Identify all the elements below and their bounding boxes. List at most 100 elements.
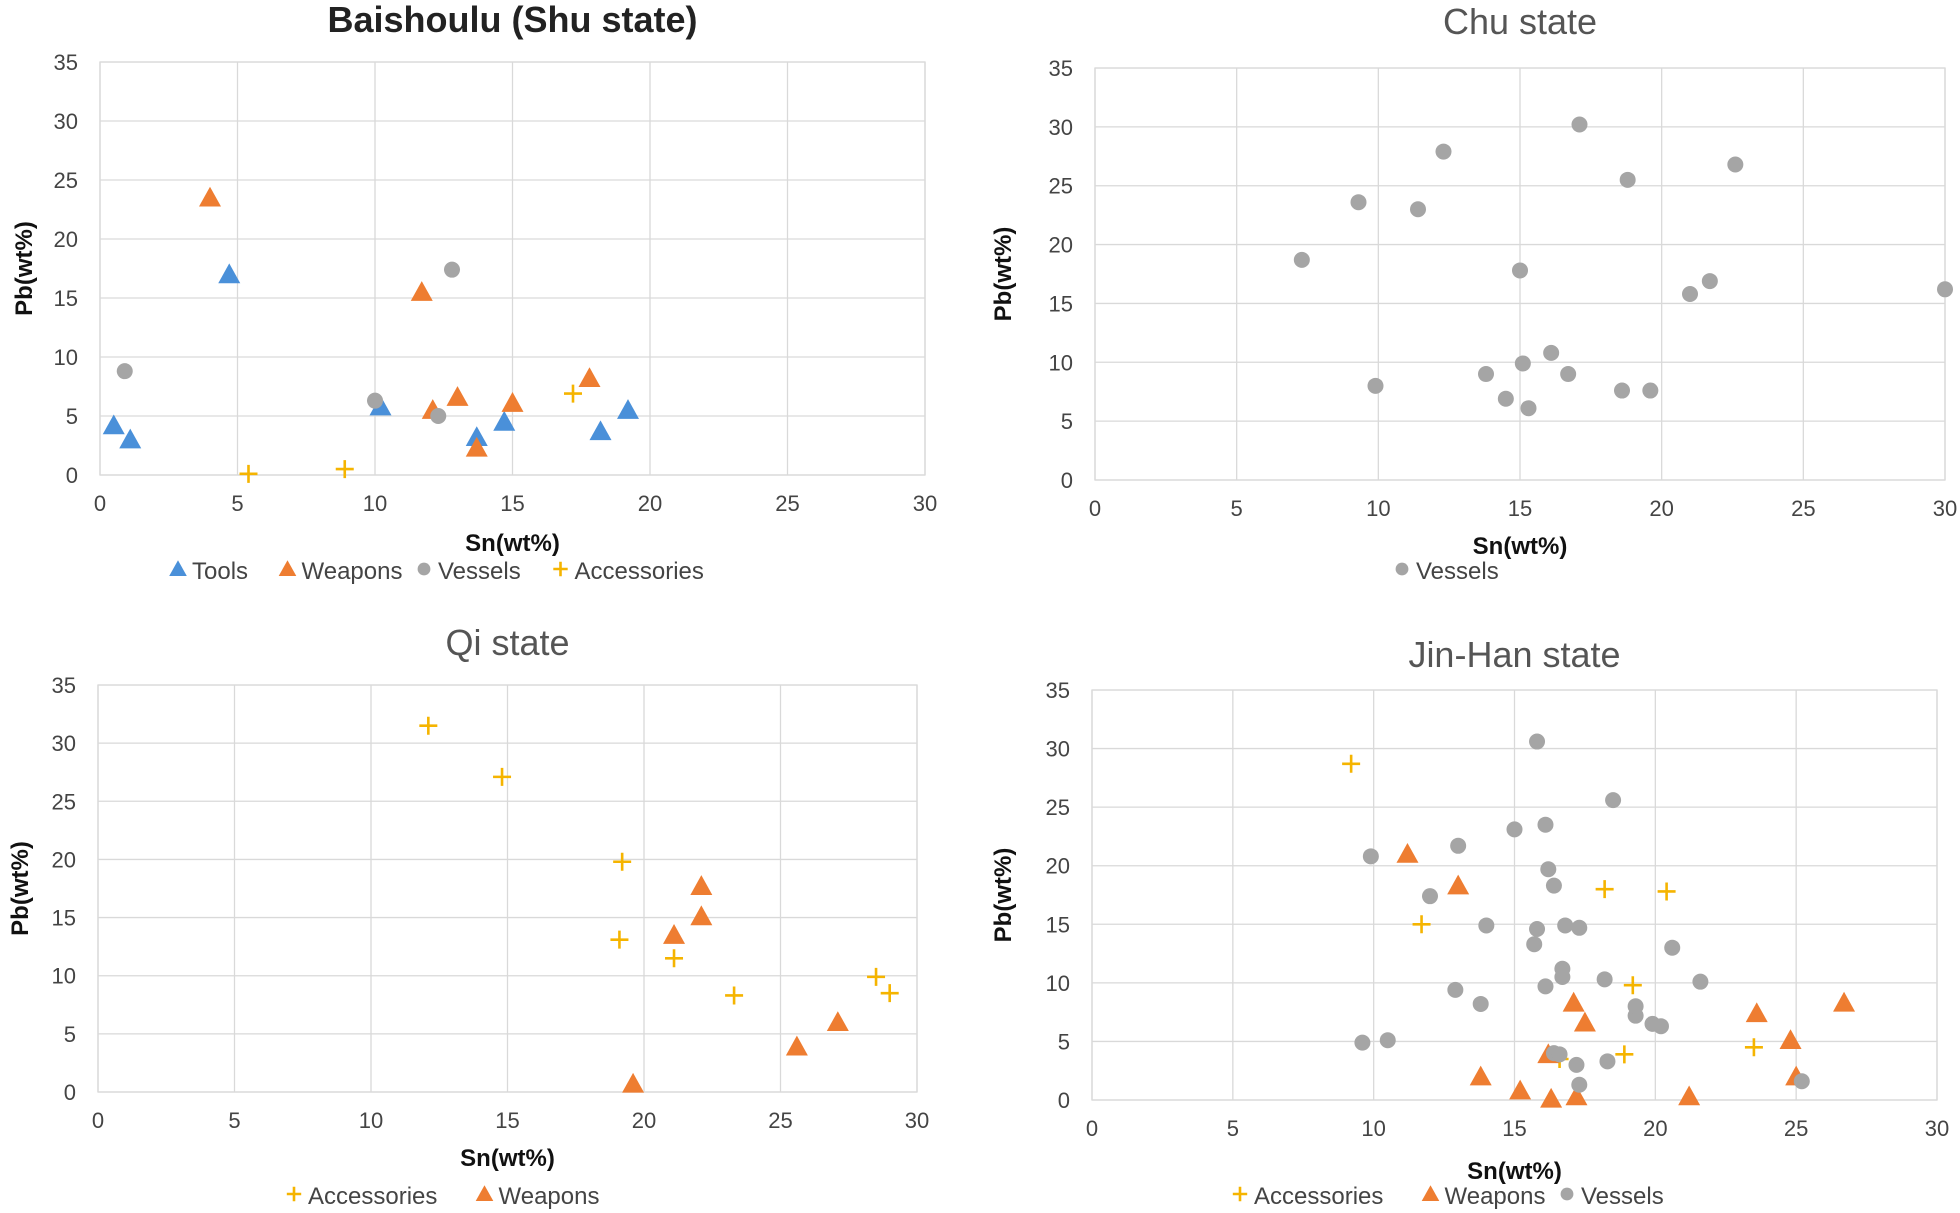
plot-frame	[99, 61, 926, 476]
x-tick-label: 30	[1933, 496, 1957, 521]
data-point-weapons	[1447, 874, 1470, 895]
x-tick-label: 20	[1649, 496, 1673, 521]
x-tick-label: 25	[1784, 1116, 1808, 1141]
data-point-tools	[589, 420, 612, 441]
data-point-vessels	[1568, 1056, 1585, 1073]
x-tick-label: 5	[1231, 496, 1243, 521]
plot-frame	[97, 684, 918, 1093]
data-point-weapons	[501, 392, 524, 412]
y-tick-label: 0	[64, 1080, 76, 1105]
x-axis-label: Sn(wt%)	[1467, 1158, 1562, 1185]
x-tick-label: 10	[359, 1108, 383, 1133]
data-point-accessories	[665, 949, 684, 968]
x-tick-label: 5	[231, 491, 243, 516]
legend-marker-tools	[169, 560, 187, 577]
data-point-vessels	[1529, 920, 1546, 937]
legend-label-weapons: Weapons	[499, 1183, 600, 1210]
y-axis-label: Pb(wt%)	[990, 227, 1017, 322]
legend: Accessories Weapons	[286, 1183, 600, 1210]
y-tick-label: 10	[52, 964, 76, 989]
data-point-weapons	[1540, 1087, 1563, 1108]
data-point-weapons	[199, 186, 221, 207]
chart-qi: 0 5 10 15 20 25 30 0 5 10 15 20 25 30 35 Qi state Sn(wt%…	[7, 622, 929, 1210]
data-point-weapons	[1573, 1011, 1596, 1032]
data-point-vessels	[367, 392, 383, 409]
data-point-vessels	[1478, 917, 1495, 934]
data-point-vessels	[1627, 998, 1644, 1015]
data-point-accessories	[564, 384, 582, 403]
legend-marker-vessels	[417, 562, 431, 576]
data-point-vessels	[1642, 382, 1659, 399]
data-point-vessels	[1727, 156, 1744, 173]
data-point-vessels	[1619, 171, 1636, 188]
x-axis-label: Sn(wt%)	[465, 530, 560, 557]
data-point-vessels	[1571, 1076, 1588, 1093]
data-point-tools	[465, 426, 488, 447]
data-point-vessels	[1937, 281, 1953, 298]
data-point-vessels	[1557, 917, 1574, 934]
chart-jin-han: 0 5 10 15 20 25 30 0 5 10 15 20 25 30 35 Jin-Han state S…	[990, 634, 1949, 1210]
series-tools	[102, 263, 639, 449]
data-point-weapons	[1678, 1085, 1701, 1106]
x-tick-label: 30	[1925, 1116, 1949, 1141]
y-tick-label: 20	[1049, 233, 1073, 258]
x-tick-label: 15	[500, 491, 524, 516]
data-point-weapons	[410, 281, 433, 301]
data-point-vessels	[1354, 1034, 1371, 1051]
y-tick-label: 35	[1046, 678, 1070, 703]
y-tick-label: 35	[54, 50, 78, 75]
data-point-weapons	[1565, 1085, 1588, 1106]
plot-frame	[1091, 689, 1938, 1101]
chart-chu: 0 5 10 15 20 25 30 0 5 10 15 20 25 30 35 Chu state Sn(wt…	[990, 1, 1957, 585]
y-tick-label: 25	[52, 789, 76, 814]
legend-marker-accessories	[1232, 1186, 1248, 1202]
data-point-vessels	[1692, 973, 1709, 990]
x-axis-label: Sn(wt%)	[1473, 533, 1568, 560]
data-point-vessels	[1520, 400, 1537, 417]
chart-title: Jin-Han state	[1408, 634, 1620, 675]
data-point-weapons	[690, 875, 713, 895]
data-point-vessels	[1793, 1073, 1810, 1090]
data-point-tools	[119, 428, 142, 449]
chart-baishoulu: 0 5 10 15 20 25 30 0 5 10 15 20 25 30 35 Baishoulu (Shu…	[11, 0, 937, 585]
x-tick-label: 5	[1227, 1116, 1239, 1141]
x-axis-label: Sn(wt%)	[460, 1145, 555, 1172]
y-tick-label: 10	[1046, 971, 1070, 996]
x-tick-label: 0	[92, 1108, 104, 1133]
legend: Vessels	[1395, 558, 1499, 585]
data-point-vessels	[1379, 1032, 1396, 1049]
y-tick-label: 5	[1061, 409, 1073, 434]
y-tick-label: 30	[1046, 737, 1070, 762]
y-tick-label: 10	[1049, 350, 1073, 375]
data-point-vessels	[1560, 366, 1577, 383]
data-point-vessels	[1537, 978, 1554, 995]
legend: Tools Weapons Vessels Accessories	[169, 558, 704, 585]
data-point-vessels	[1682, 286, 1698, 303]
data-point-weapons	[465, 436, 488, 457]
legend-label-weapons: Weapons	[1445, 1183, 1546, 1210]
data-point-weapons	[446, 386, 469, 406]
x-tick-label: 25	[1791, 496, 1815, 521]
y-tick-label: 20	[1046, 854, 1070, 879]
data-point-accessories	[239, 464, 258, 483]
data-point-vessels	[1605, 792, 1622, 809]
y-tick-label: 0	[1061, 468, 1073, 493]
legend-marker-weapons	[278, 560, 297, 577]
y-tick-label: 20	[54, 227, 78, 252]
chart-title: Qi state	[445, 622, 569, 663]
legend-marker-accessories	[553, 561, 568, 577]
data-point-accessories	[725, 986, 744, 1005]
data-point-tools	[617, 399, 639, 419]
x-tick-label: 20	[1643, 1116, 1667, 1141]
data-point-accessories	[1412, 915, 1431, 934]
data-point-vessels	[1362, 848, 1379, 865]
data-point-weapons	[578, 367, 601, 388]
x-tick-label: 30	[905, 1108, 929, 1133]
x-tick-label: 0	[94, 491, 106, 516]
y-tick-label: 25	[54, 168, 78, 193]
x-tick-label: 25	[768, 1108, 792, 1133]
data-point-weapons	[1745, 1002, 1768, 1023]
data-point-vessels	[1652, 1018, 1669, 1035]
legend-label-vessels: Vessels	[1581, 1183, 1664, 1210]
